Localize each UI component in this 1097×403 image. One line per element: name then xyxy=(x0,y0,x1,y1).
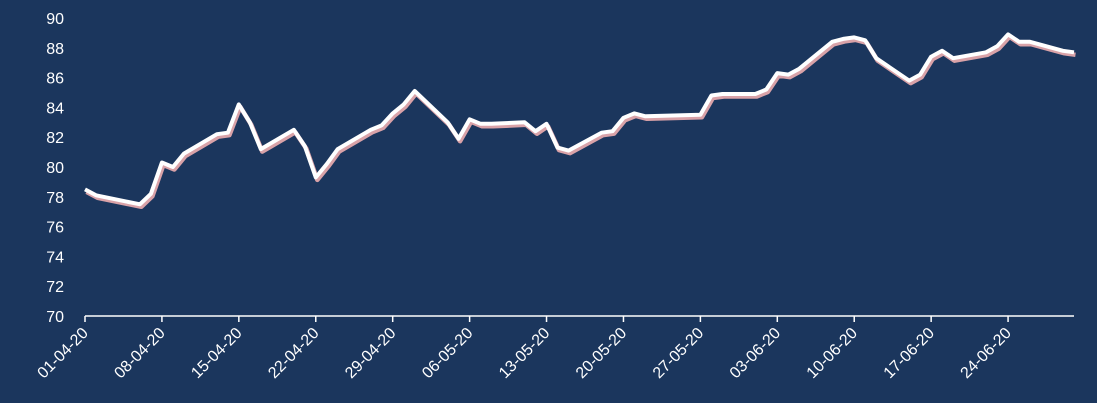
x-tick-label: 01-04-20 xyxy=(35,325,92,382)
x-tick-label: 17-06-20 xyxy=(881,325,938,382)
x-tick-label: 27-05-20 xyxy=(650,325,707,382)
y-tick-label: 78 xyxy=(46,190,64,207)
x-tick-label: 08-04-20 xyxy=(111,325,168,382)
y-tick-label: 86 xyxy=(46,71,64,88)
x-tick-label: 13-05-20 xyxy=(496,325,553,382)
x-tick-label: 15-04-20 xyxy=(188,325,245,382)
y-tick-label: 80 xyxy=(46,160,64,177)
y-tick-label: 76 xyxy=(46,220,64,237)
drop-lines xyxy=(84,34,1075,316)
y-tick-label: 82 xyxy=(46,130,64,147)
y-tick-label: 84 xyxy=(46,100,64,117)
y-axis: 70 72 74 76 78 80 82 84 86 88 90 xyxy=(46,11,64,326)
x-tick-label: 10-06-20 xyxy=(804,325,861,382)
x-tick-label: 20-05-20 xyxy=(573,325,630,382)
y-tick-label: 88 xyxy=(46,41,64,58)
x-tick-label: 03-06-20 xyxy=(727,325,784,382)
y-tick-label: 70 xyxy=(46,309,64,326)
x-tick-label: 29-04-20 xyxy=(342,325,399,382)
y-tick-label: 90 xyxy=(46,11,64,28)
series-line xyxy=(84,32,1075,207)
x-tick-label: 24-06-20 xyxy=(958,325,1015,382)
y-tick-label: 72 xyxy=(46,279,64,296)
series xyxy=(84,32,1076,210)
x-tick-label: 06-05-20 xyxy=(419,325,476,382)
x-axis: 01-04-20 08-04-20 15-04-20 22-04-20 29-04-20… xyxy=(35,315,1074,382)
y-tick-label: 74 xyxy=(46,249,64,266)
x-tick-label: 22-04-20 xyxy=(265,325,322,382)
